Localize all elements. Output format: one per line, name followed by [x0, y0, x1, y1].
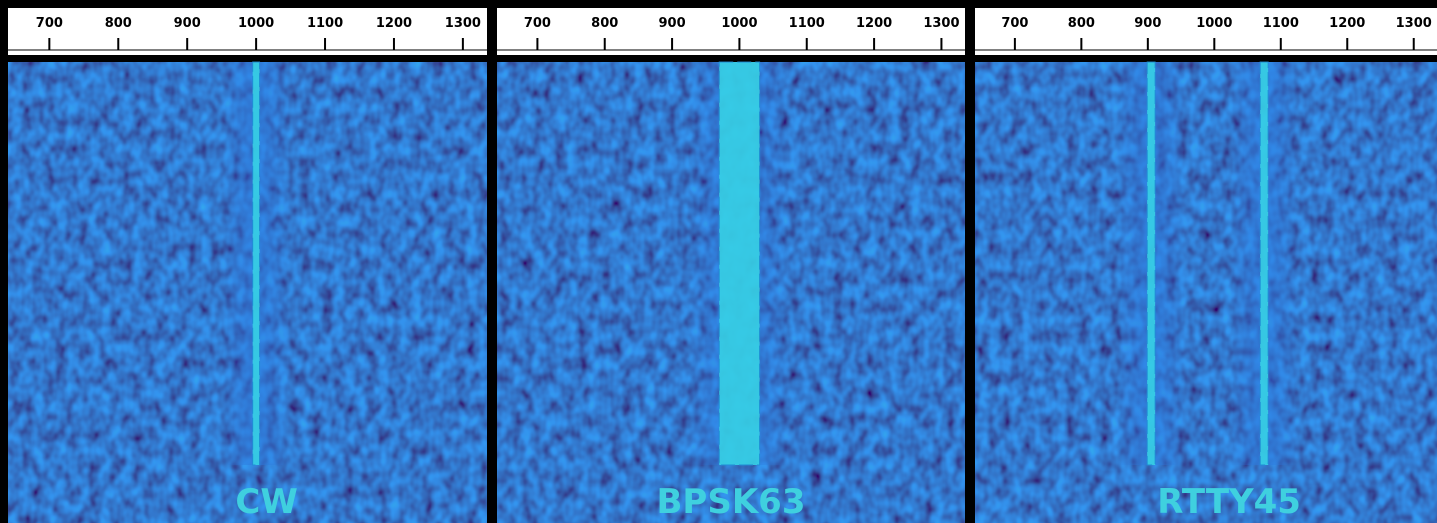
tick-label: 800 — [105, 16, 132, 31]
signal-trace — [1259, 61, 1269, 466]
tick-label: 1200 — [376, 16, 412, 31]
tick-label: 900 — [659, 16, 686, 31]
tick-label: 800 — [1068, 16, 1095, 31]
tick-label: 700 — [36, 16, 63, 31]
tick-label: 800 — [591, 16, 618, 31]
mode-label: RTTY45 — [1157, 482, 1301, 522]
ruler — [8, 8, 487, 55]
ruler — [975, 8, 1437, 55]
signal-trace — [252, 61, 261, 466]
tick-label: 1200 — [1329, 16, 1365, 31]
tick-label: 1300 — [1396, 16, 1432, 31]
tick-label: 900 — [1134, 16, 1161, 31]
tick-label: 1300 — [445, 16, 481, 31]
signal-trace — [718, 61, 761, 466]
tick-label: 1000 — [721, 16, 757, 31]
tick-label: 1100 — [1263, 16, 1299, 31]
waterfall-noise — [975, 62, 1437, 523]
tick-label: 1000 — [238, 16, 274, 31]
tick-label: 1300 — [923, 16, 959, 31]
tick-label: 700 — [1001, 16, 1028, 31]
mode-label: BPSK63 — [657, 482, 806, 522]
tick-label: 1200 — [856, 16, 892, 31]
mode-label: CW — [235, 482, 297, 522]
tick-label: 1100 — [789, 16, 825, 31]
signal-trace — [1146, 61, 1156, 466]
ruler — [497, 8, 965, 55]
tick-label: 1100 — [307, 16, 343, 31]
tick-label: 700 — [524, 16, 551, 31]
tick-label: 1000 — [1196, 16, 1232, 31]
tick-label: 900 — [174, 16, 201, 31]
